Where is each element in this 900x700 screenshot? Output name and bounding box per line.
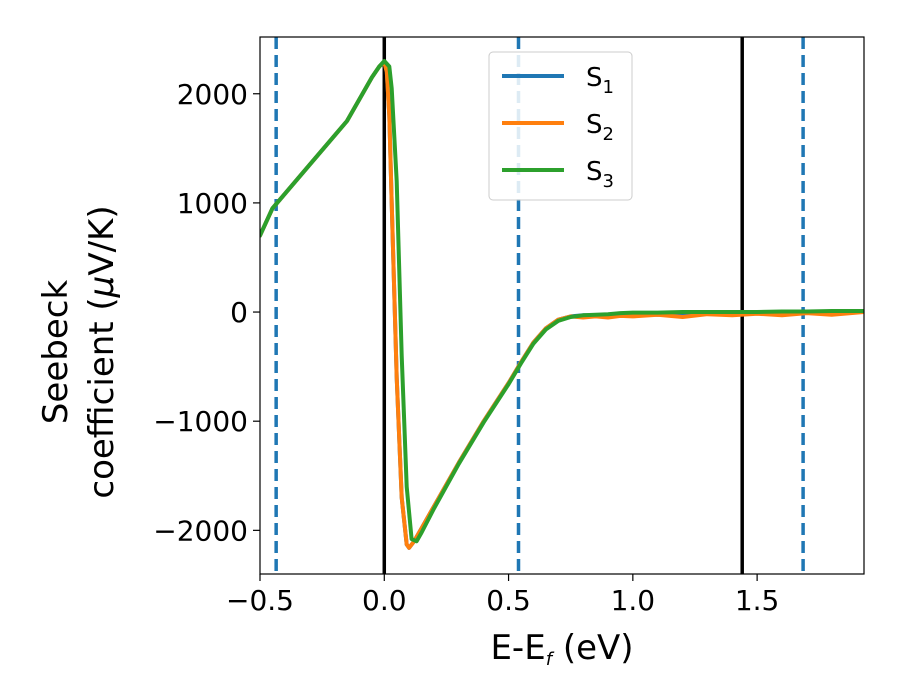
legend-entry-s3: S3 (502, 157, 614, 192)
plot-frame (259, 36, 865, 575)
x-tick-label: 0.5 (486, 584, 531, 617)
legend-entry-s2: S2 (502, 110, 614, 145)
legend-label-s3: S3 (586, 157, 614, 192)
legend-label-s2: S2 (586, 110, 614, 145)
x-axis-label: E-Ef (eV) (490, 628, 633, 670)
y-axis-label: Seebeck coefficient (μV/K) (36, 205, 122, 498)
reference-lines (274, 37, 805, 574)
legend: S1 S2 S3 (488, 51, 633, 201)
legend-box (488, 51, 633, 201)
y-axis-label-line2: coefficient (μV/K) (82, 205, 122, 498)
legend-label-s1: S1 (586, 63, 614, 98)
y-axis-label-line1: Seebeck (36, 280, 76, 425)
legend-entry-s1: S1 (502, 63, 614, 98)
y-tick-label: 0 (230, 296, 248, 329)
x-tick-label: 1.0 (611, 584, 656, 617)
y-tick-label: −1000 (153, 405, 248, 438)
series-line-s3 (260, 59, 864, 544)
y-tick-label: 1000 (177, 187, 248, 220)
x-axis-ticks: −0.5 0.0 0.5 1.0 1.5 (226, 574, 779, 617)
y-axis-ticks: −2000 −1000 0 1000 2000 (153, 78, 260, 547)
y-tick-label: −2000 (153, 514, 248, 547)
x-tick-label: 0.0 (362, 584, 407, 617)
x-tick-label: −0.5 (226, 584, 294, 617)
plot-area (260, 37, 864, 574)
y-tick-label: 2000 (177, 78, 248, 111)
series-lines (260, 59, 864, 550)
x-tick-label: 1.5 (735, 584, 780, 617)
